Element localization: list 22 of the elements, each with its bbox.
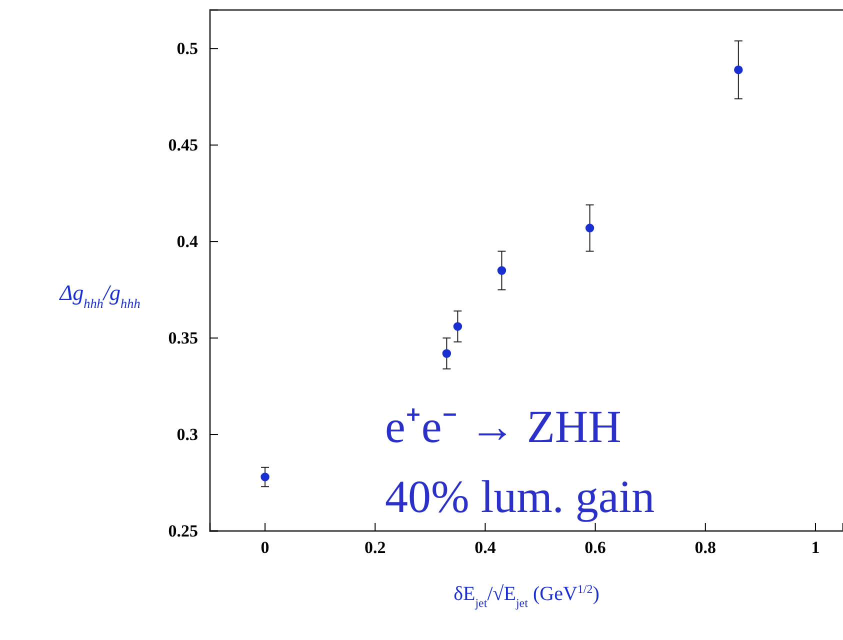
point xyxy=(260,472,270,482)
point xyxy=(585,224,594,232)
y-tick-label: 0.5 xyxy=(176,39,198,58)
x-tick-label: 1 xyxy=(811,538,820,558)
x-axis-title: δE$_{jet}$/√E$_{jet}$ (GeV$^{1/2}$) xyxy=(454,582,600,610)
point xyxy=(453,322,462,331)
y-tick-label: 0.45 xyxy=(168,136,198,155)
x-tick-label: 0 xyxy=(260,538,270,558)
x-tick-label: 0.4 xyxy=(474,538,496,558)
x-tick-label: 0.6 xyxy=(584,538,606,558)
annotation: e⁺e⁻ → ZHH xyxy=(385,401,622,452)
x-tick-label: 0.2 xyxy=(364,538,386,558)
y-axis-title: Δg$_{hhh}$/g$_{hhh}$ xyxy=(58,280,141,310)
y-tick-label: 0.25 xyxy=(168,521,198,540)
annotation: 40% lum. gain xyxy=(385,471,655,522)
y-tick-label: 0.35 xyxy=(168,328,198,348)
x-tick-label: 0.8 xyxy=(694,538,716,558)
point xyxy=(442,349,452,358)
point xyxy=(734,65,743,74)
y-tick-label: 0.4 xyxy=(176,232,198,251)
y-tick-label: 0.3 xyxy=(176,424,198,444)
point xyxy=(497,266,506,275)
